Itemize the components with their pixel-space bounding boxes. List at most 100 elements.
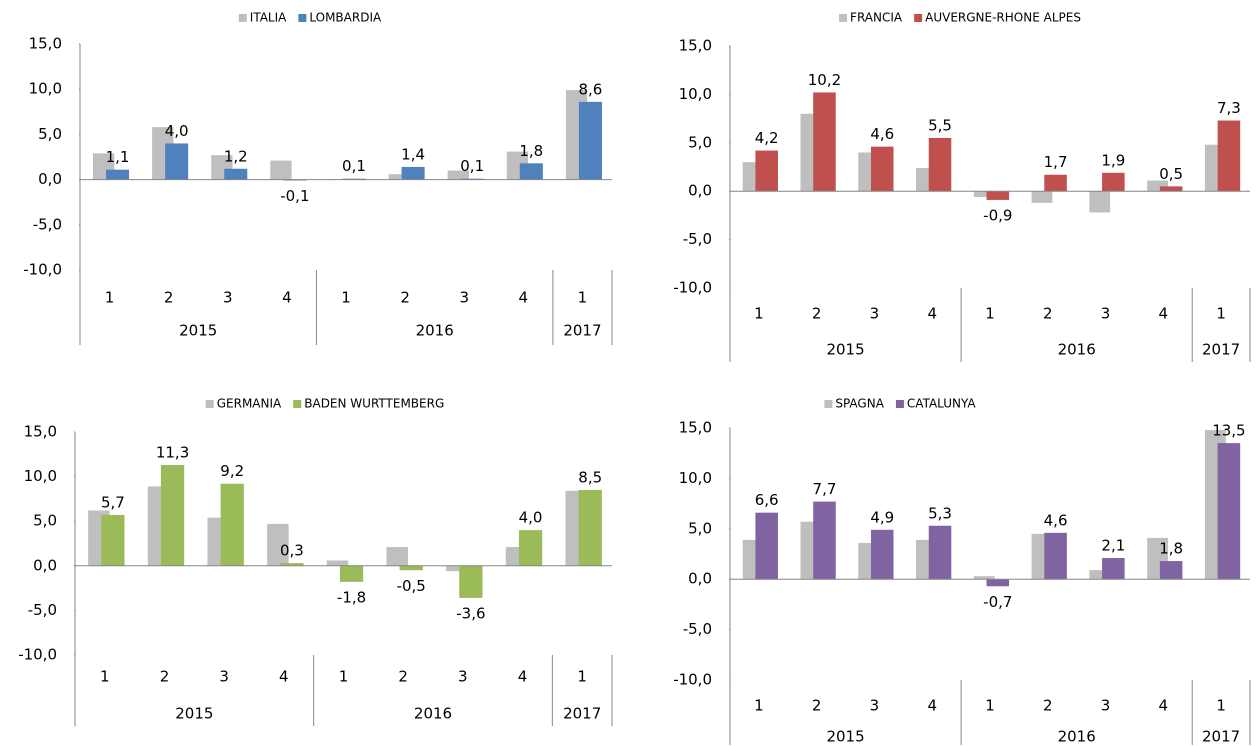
data-label: 4,6: [870, 125, 894, 143]
y-tick-label: -5,0: [33, 215, 62, 233]
x-tick-label: 4: [927, 305, 937, 323]
bar: [870, 146, 894, 192]
bar: [928, 525, 952, 580]
x-tick-label: 1: [985, 697, 995, 715]
data-label: 4,0: [519, 509, 543, 527]
legend-label: LOMBARDIA: [309, 11, 382, 25]
legend-swatch: [205, 400, 214, 408]
data-label: 8,6: [578, 80, 602, 98]
chart-panel: -10,0 -5,0 0,0 5,0 10,0 15,0 1 2 3 4 2015 1 2 3 4 2016 1…: [23, 11, 613, 345]
bar: [813, 501, 836, 580]
x-tick-label: 3: [219, 668, 229, 686]
data-label: 1,4: [401, 145, 425, 163]
x-tick-label: 2: [400, 289, 410, 307]
group-label: 2017: [563, 322, 601, 340]
x-tick-label: 4: [927, 697, 937, 715]
bar: [401, 166, 425, 180]
bar: [813, 92, 836, 192]
y-tick-label: 15,0: [679, 419, 712, 437]
y-tick-label: -5,0: [683, 620, 712, 638]
bar: [1102, 558, 1125, 580]
group-label: 2015: [175, 705, 213, 723]
bar: [386, 547, 408, 566]
bar: [326, 560, 349, 566]
x-tick-label: 1: [1216, 697, 1226, 715]
data-label: 0,1: [460, 157, 484, 175]
bar: [459, 565, 483, 598]
bar: [986, 579, 1010, 587]
data-label: 9,2: [220, 462, 244, 480]
bar: [1217, 120, 1241, 192]
bar: [1102, 172, 1125, 192]
x-tick-label: 3: [223, 289, 233, 307]
group-label: 2017: [1202, 341, 1240, 359]
bar: [1159, 561, 1183, 580]
bar: [973, 576, 995, 580]
bar: [928, 137, 952, 192]
y-tick-label: -10,0: [673, 279, 712, 297]
x-tick-label: 1: [105, 289, 115, 307]
bar: [388, 174, 410, 180]
data-label: -0,7: [983, 593, 1012, 611]
x-tick-label: 1: [577, 668, 587, 686]
bar: [1044, 532, 1067, 580]
x-tick-label: 1: [754, 305, 764, 323]
bar: [220, 483, 244, 566]
data-label: 1,9: [1101, 151, 1125, 169]
x-tick-label: 4: [279, 668, 289, 686]
x-tick-label: 4: [518, 668, 528, 686]
data-label: 7,7: [813, 480, 837, 498]
group-label: 2017: [1202, 728, 1240, 746]
bar: [518, 530, 543, 566]
x-tick-label: 3: [1101, 697, 1111, 715]
y-tick-label: 5,0: [33, 512, 57, 530]
legend-swatch: [238, 14, 247, 22]
x-tick-label: 3: [870, 697, 880, 715]
data-label: 10,2: [808, 71, 841, 89]
y-tick-label: 0,0: [38, 170, 62, 188]
data-label: 4,6: [1044, 511, 1068, 529]
data-label: 13,5: [1212, 422, 1245, 440]
data-label: 1,2: [224, 147, 248, 165]
data-label: 0,3: [280, 542, 304, 560]
data-label: 11,3: [156, 444, 189, 462]
legend-swatch: [824, 400, 833, 408]
bar: [1044, 174, 1067, 192]
x-tick-label: 1: [341, 289, 351, 307]
group-label: 2015: [826, 728, 864, 746]
group-label: 2016: [1058, 341, 1096, 359]
bar: [973, 191, 995, 198]
x-tick-label: 4: [282, 289, 292, 307]
y-tick-label: 0,0: [688, 182, 712, 200]
bar: [755, 512, 778, 580]
y-tick-label: -5,0: [683, 230, 712, 248]
x-tick-label: 2: [164, 289, 174, 307]
x-tick-label: 1: [339, 668, 349, 686]
legend-swatch: [914, 14, 923, 22]
y-tick-label: 10,0: [29, 80, 62, 98]
group-label: 2016: [416, 322, 454, 340]
bar: [267, 523, 289, 566]
y-tick-label: 10,0: [679, 469, 712, 487]
data-label: 1,1: [106, 148, 130, 166]
data-label: 0,5: [1159, 165, 1183, 183]
data-label: 4,2: [755, 129, 779, 147]
y-tick-label: 5,0: [38, 125, 62, 143]
y-tick-label: 15,0: [679, 37, 712, 55]
legend-swatch: [293, 400, 302, 408]
legend-label: FRANCIA: [850, 11, 903, 25]
data-label: 6,6: [755, 491, 779, 509]
bar: [1089, 191, 1111, 213]
bar: [160, 465, 185, 566]
x-tick-label: 3: [458, 668, 468, 686]
bar: [519, 163, 543, 180]
y-tick-label: 10,0: [679, 85, 712, 103]
y-tick-label: 0,0: [33, 556, 57, 574]
data-label: -0,1: [280, 187, 309, 205]
y-tick-label: 5,0: [688, 519, 712, 537]
legend-label: SPAGNA: [835, 397, 884, 411]
data-label: 8,5: [578, 468, 602, 486]
y-tick-label: 15,0: [29, 35, 62, 53]
data-label: 5,7: [101, 493, 125, 511]
